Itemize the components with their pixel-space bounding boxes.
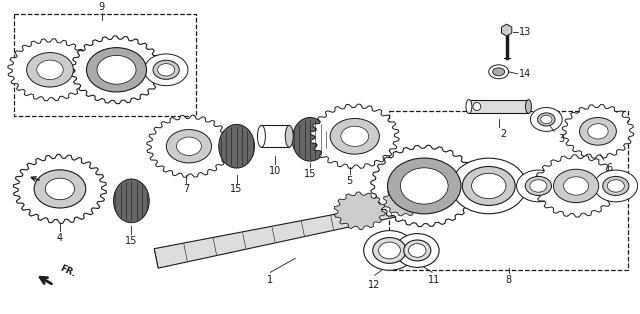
Ellipse shape <box>36 60 63 79</box>
Ellipse shape <box>603 176 629 196</box>
Ellipse shape <box>588 124 608 139</box>
Ellipse shape <box>541 115 552 124</box>
Text: 9: 9 <box>99 2 105 12</box>
Ellipse shape <box>472 173 506 198</box>
Ellipse shape <box>113 179 149 223</box>
Ellipse shape <box>489 65 509 79</box>
Ellipse shape <box>97 55 136 84</box>
Ellipse shape <box>607 180 625 192</box>
Ellipse shape <box>34 170 86 208</box>
Text: 6: 6 <box>606 163 612 173</box>
Ellipse shape <box>292 117 328 161</box>
Ellipse shape <box>530 180 547 192</box>
Ellipse shape <box>538 113 555 126</box>
Ellipse shape <box>285 125 293 147</box>
Circle shape <box>473 103 481 111</box>
Ellipse shape <box>144 54 188 86</box>
Ellipse shape <box>330 118 380 154</box>
Ellipse shape <box>219 124 255 168</box>
Text: 2: 2 <box>500 129 507 139</box>
Text: 13: 13 <box>518 27 531 37</box>
Ellipse shape <box>372 238 406 263</box>
Polygon shape <box>71 36 163 104</box>
Text: 7: 7 <box>183 184 189 194</box>
Polygon shape <box>8 39 92 101</box>
Ellipse shape <box>594 170 637 202</box>
Ellipse shape <box>364 230 415 270</box>
Ellipse shape <box>451 158 527 214</box>
Polygon shape <box>371 145 477 227</box>
Ellipse shape <box>257 125 266 147</box>
Ellipse shape <box>401 168 448 204</box>
Polygon shape <box>310 104 399 169</box>
Ellipse shape <box>379 242 401 259</box>
Text: FR.: FR. <box>58 264 77 279</box>
Ellipse shape <box>166 130 212 163</box>
Ellipse shape <box>554 169 599 203</box>
Ellipse shape <box>157 64 175 76</box>
Ellipse shape <box>86 48 147 92</box>
Ellipse shape <box>462 166 515 205</box>
Polygon shape <box>334 192 385 230</box>
Text: 5: 5 <box>347 176 353 186</box>
Text: 8: 8 <box>506 275 511 285</box>
Ellipse shape <box>564 177 589 195</box>
Polygon shape <box>147 115 231 177</box>
Text: 15: 15 <box>304 169 316 179</box>
Ellipse shape <box>404 240 431 261</box>
Ellipse shape <box>341 126 369 146</box>
Polygon shape <box>154 187 480 268</box>
Polygon shape <box>13 154 106 223</box>
Polygon shape <box>534 155 618 217</box>
Ellipse shape <box>531 107 562 131</box>
Text: 3: 3 <box>558 134 564 144</box>
Bar <box>261 125 289 147</box>
Text: 1: 1 <box>268 275 273 285</box>
Ellipse shape <box>153 60 179 79</box>
Ellipse shape <box>396 234 439 267</box>
Polygon shape <box>477 173 540 199</box>
Text: 11: 11 <box>428 275 440 285</box>
Ellipse shape <box>177 137 202 155</box>
Ellipse shape <box>493 68 504 76</box>
Ellipse shape <box>27 52 74 87</box>
Text: 4: 4 <box>57 233 63 243</box>
Text: 15: 15 <box>230 184 243 194</box>
Ellipse shape <box>466 100 472 113</box>
Ellipse shape <box>45 178 74 200</box>
Polygon shape <box>502 24 512 36</box>
Polygon shape <box>562 105 634 158</box>
Ellipse shape <box>387 158 461 214</box>
Ellipse shape <box>408 244 426 257</box>
Ellipse shape <box>525 100 531 113</box>
Ellipse shape <box>516 170 560 202</box>
Text: 12: 12 <box>369 280 381 290</box>
Ellipse shape <box>580 117 616 145</box>
Polygon shape <box>383 186 426 216</box>
Text: 14: 14 <box>518 69 531 79</box>
Bar <box>469 100 529 113</box>
Text: 15: 15 <box>125 236 138 246</box>
Ellipse shape <box>525 176 552 196</box>
Text: 10: 10 <box>269 166 282 176</box>
